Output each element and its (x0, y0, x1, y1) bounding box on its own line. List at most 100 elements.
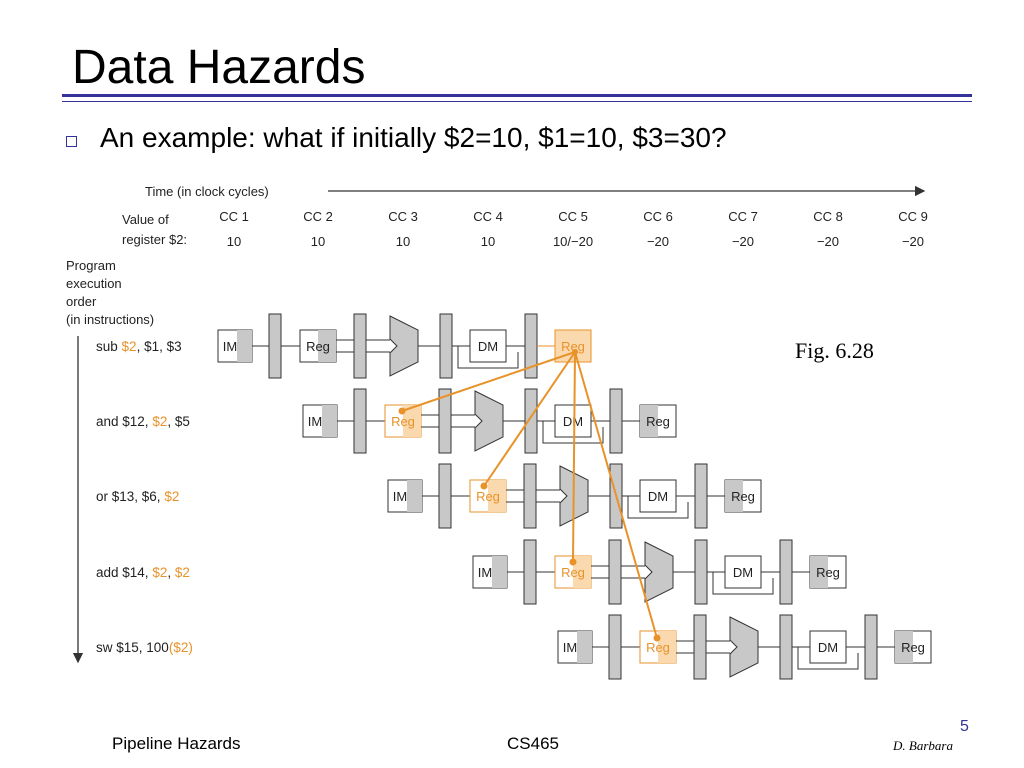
dm-label: DM (648, 489, 668, 504)
reg-write-shade (640, 405, 658, 437)
cycle-label: CC 3 (388, 209, 418, 224)
highlighted-register: $2 (164, 489, 179, 504)
pipeline-row: IM Reg DM Reg (387, 463, 762, 529)
cycle-label: CC 8 (813, 209, 843, 224)
register-label: register $2: (122, 232, 187, 247)
instruction-text: , (167, 565, 175, 580)
order-label-line: Program (66, 258, 116, 273)
pipeline-register (779, 539, 793, 605)
pipeline-register (694, 539, 708, 605)
register-value: −20 (817, 234, 839, 249)
im-shade (322, 405, 337, 437)
instruction-label: sw $15, 100($2) (96, 640, 193, 655)
im-shade (577, 631, 592, 663)
instruction-text: , $5 (167, 414, 190, 429)
pipeline-register (353, 313, 367, 379)
wire (712, 572, 774, 595)
figure-caption: Fig. 6.28 (795, 338, 874, 363)
instruction-text: sub (96, 339, 122, 354)
im-label: IM (393, 489, 407, 504)
pipeline-register (438, 463, 452, 529)
reg-read-label: Reg (391, 414, 415, 429)
footer-course-code: CS465 (507, 734, 559, 753)
cycle-label: CC 7 (728, 209, 758, 224)
pipeline-register (353, 388, 367, 454)
pipeline-register (268, 313, 282, 379)
slide-title: Data Hazards (72, 41, 366, 94)
footer-course-topic: Pipeline Hazards (112, 734, 241, 753)
instruction-label: and $12, $2, $5 (96, 414, 190, 429)
pipeline-row: IM Reg DM Reg (472, 539, 847, 605)
reg-read-shade (573, 556, 591, 588)
pipeline-register (523, 539, 537, 605)
register-value: 10 (227, 234, 241, 249)
dependency-line (483, 351, 576, 487)
time-axis-label: Time (in clock cycles) (145, 184, 269, 199)
pipeline-register (693, 614, 707, 680)
pipeline-register (694, 463, 708, 529)
cycle-label: CC 4 (473, 209, 503, 224)
reg-write-shade (725, 480, 743, 512)
instruction-text: add $14, (96, 565, 152, 580)
alu-shape (729, 616, 759, 678)
dm-box (724, 555, 762, 589)
register-value: 10/−20 (553, 234, 593, 249)
reg-read-shade (403, 405, 421, 437)
pipeline-register (608, 614, 622, 680)
value-label: Value of (122, 212, 169, 227)
dependency-endpoint (398, 407, 406, 415)
register-value: −20 (902, 234, 924, 249)
pipeline-register (439, 313, 453, 379)
reg-write-label: Reg (731, 489, 755, 504)
cycle-label: CC 9 (898, 209, 928, 224)
footer-author: D. Barbara (893, 738, 953, 753)
wire (457, 346, 519, 369)
order-label-line: execution (66, 276, 122, 291)
dm-box (469, 329, 507, 363)
cycle-label: CC 6 (643, 209, 673, 224)
instruction-text: sw $15, 100 (96, 640, 169, 655)
bullet-square-icon (66, 136, 77, 147)
pipeline-register (523, 463, 537, 529)
bullet-text: An example: what if initially $2=10, $1=… (100, 122, 727, 153)
register-value: −20 (647, 234, 669, 249)
pipeline-register (779, 614, 793, 680)
highlighted-register: $2 (122, 339, 137, 354)
order-label-line: (in instructions) (66, 312, 154, 327)
highlighted-register: $2 (152, 565, 167, 580)
register-value: 10 (481, 234, 495, 249)
im-label: IM (563, 640, 577, 655)
instruction-text: , $1, $3 (137, 339, 182, 354)
cycle-label: CC 1 (219, 209, 249, 224)
title-underline (62, 94, 972, 97)
im-label: IM (308, 414, 322, 429)
pipeline-row: IM Reg DM Reg (557, 614, 932, 680)
register-value: −20 (732, 234, 754, 249)
pipeline-register (524, 388, 538, 454)
instruction-label: sub $2, $1, $3 (96, 339, 182, 354)
im-shade (492, 556, 507, 588)
dependency-line (574, 351, 658, 639)
reg-write-label: Reg (646, 414, 670, 429)
cycle-label: CC 5 (558, 209, 588, 224)
pipeline-register (438, 388, 452, 454)
reg-write-label: Reg (561, 339, 585, 354)
alu-shape (644, 541, 674, 603)
dependency-line (401, 351, 576, 412)
register-value: 10 (396, 234, 410, 249)
reg-write-shade (895, 631, 913, 663)
im-label: IM (223, 339, 237, 354)
wire (542, 421, 604, 444)
dm-label: DM (563, 414, 583, 429)
dependency-line (572, 351, 576, 563)
dependency-endpoint (569, 558, 577, 566)
alu-shape (389, 315, 419, 377)
reg-read-shade (658, 631, 676, 663)
highlighted-register: ($2) (169, 640, 193, 655)
slide-number: 5 (960, 718, 969, 735)
alu-shape (474, 390, 504, 452)
reg-read-shade (318, 330, 336, 362)
dm-label: DM (733, 565, 753, 580)
cycle-label: CC 2 (303, 209, 333, 224)
